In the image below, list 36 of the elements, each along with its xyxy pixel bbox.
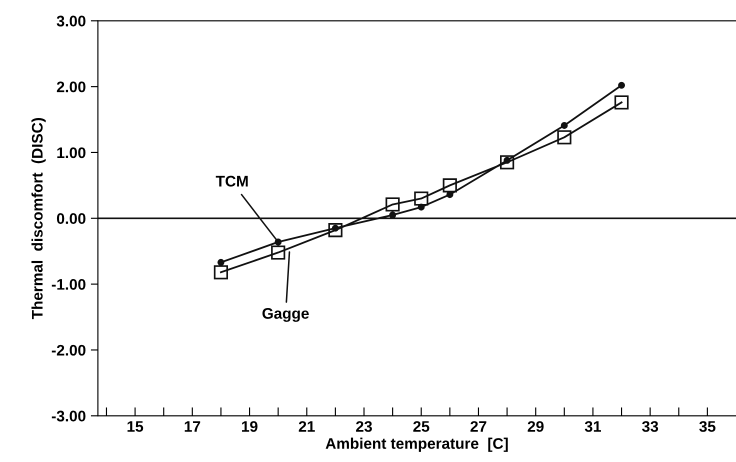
x-tick-label: 21 xyxy=(298,421,315,432)
annotation: TCM xyxy=(216,176,248,187)
x-tick-label: 25 xyxy=(413,421,430,432)
point xyxy=(442,178,457,192)
y-tick-label: 1.00 xyxy=(57,147,86,158)
x-tick-label: 33 xyxy=(642,421,658,432)
y-tick-label: -2.00 xyxy=(52,344,86,356)
point xyxy=(217,258,224,266)
point xyxy=(414,191,428,206)
x-tick-label: 35 xyxy=(699,421,716,432)
x-tick-label: 17 xyxy=(184,421,200,432)
x-tick-label: 15 xyxy=(128,421,144,432)
x-tick-label: 23 xyxy=(356,421,372,432)
point xyxy=(614,95,629,110)
x-tick-label: 29 xyxy=(528,421,544,432)
x-axis-title: Ambient temperature [C] xyxy=(326,438,508,452)
x-tick-label: 27 xyxy=(470,421,486,432)
point xyxy=(618,82,626,89)
point xyxy=(214,265,228,280)
y-tick-label: -1.00 xyxy=(52,279,86,290)
point xyxy=(386,197,400,212)
point xyxy=(500,155,514,170)
point xyxy=(274,238,282,246)
y-axis-title: Thermal discomfort (DISC) xyxy=(31,118,46,320)
point xyxy=(389,212,396,218)
annotation: Gagge xyxy=(262,308,309,322)
point xyxy=(271,245,286,260)
x-tick-label: 31 xyxy=(584,421,601,432)
y-tick-label: 2.00 xyxy=(56,81,86,92)
x-tick-label: 19 xyxy=(242,421,258,432)
y-tick-label: 3.00 xyxy=(56,16,86,26)
point xyxy=(560,122,568,129)
y-tick-label: -3.00 xyxy=(52,410,86,422)
point xyxy=(328,223,342,238)
y-tick-label: 0.00 xyxy=(56,213,86,224)
point xyxy=(557,130,572,144)
